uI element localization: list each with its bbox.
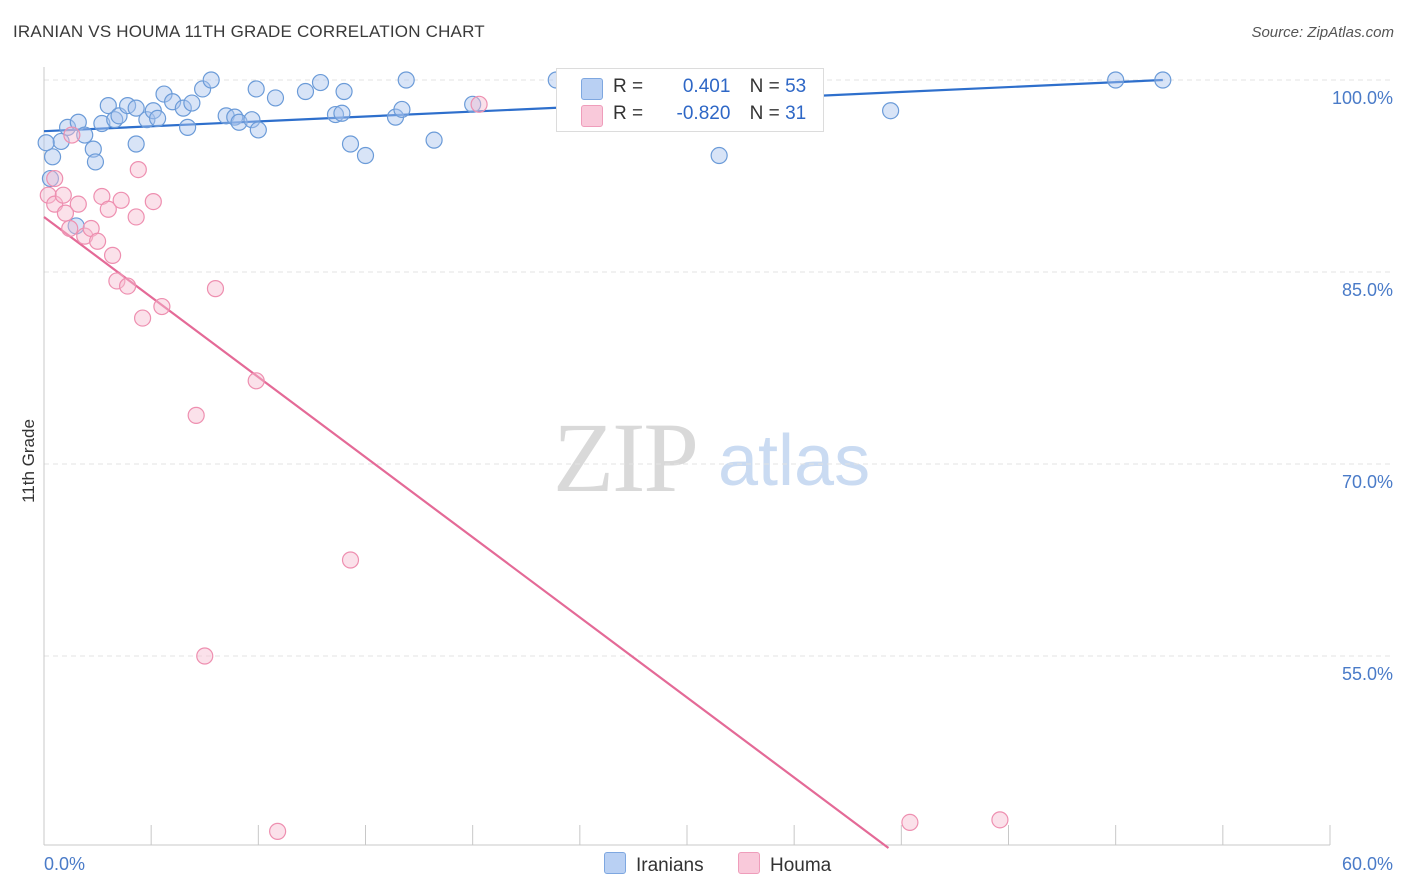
data-point-houma: [118, 277, 137, 295]
y-tick-label: 55.0%: [1342, 664, 1393, 684]
legend-n-label: N =: [749, 103, 780, 124]
data-point-houma: [206, 280, 225, 298]
data-point-houma: [269, 822, 287, 840]
data-point-iranians: [249, 121, 267, 139]
axis-labels: 100.0% 85.0% 70.0% 55.0% 0.0% 60.0% 11th Grade: [19, 88, 1393, 874]
watermark-atlas: atlas: [718, 421, 871, 501]
data-point-iranians: [86, 153, 105, 171]
data-point-iranians: [127, 99, 145, 117]
data-point-houma: [196, 647, 214, 665]
data-point-iranians: [243, 111, 261, 129]
data-point-houma: [991, 811, 1009, 829]
data-point-iranians: [174, 99, 192, 117]
data-point-iranians: [356, 146, 375, 165]
data-point-iranians: [710, 146, 728, 165]
x-tick-label-max: 60.0%: [1342, 854, 1393, 874]
data-point-houma: [103, 246, 122, 264]
series-label-iranians: Iranians: [636, 855, 704, 876]
data-point-iranians: [84, 140, 102, 158]
data-point-iranians: [37, 134, 55, 152]
data-point-houma: [144, 193, 162, 211]
data-point-houma: [341, 551, 360, 569]
data-point-iranians: [76, 126, 94, 144]
data-point-iranians: [333, 104, 351, 122]
series-legend-iranians: Iranians: [604, 852, 704, 877]
data-point-iranians: [397, 71, 415, 89]
y-tick-label: 100.0%: [1332, 88, 1393, 108]
series-legend-houma: Houma: [738, 852, 831, 877]
data-point-houma: [153, 297, 171, 316]
data-point-iranians: [1107, 71, 1125, 89]
correlation-legend: R = 0.401 N = 53 R = -0.820 N = 31: [556, 68, 824, 132]
data-point-iranians: [266, 89, 285, 107]
data-point-houma: [247, 372, 265, 390]
data-point-iranians: [127, 135, 145, 153]
data-point-iranians: [425, 131, 443, 149]
data-point-houma: [187, 406, 205, 424]
data-point-iranians: [341, 135, 360, 153]
chart-title: IRANIAN VS HOUMA 11TH GRADE CORRELATION …: [13, 22, 485, 41]
data-points: [37, 71, 1172, 840]
data-point-houma: [61, 219, 79, 238]
data-point-iranians: [148, 109, 167, 128]
data-point-iranians: [326, 105, 345, 124]
data-point-houma: [99, 200, 117, 218]
legend-n-value-iranians: 53: [785, 76, 807, 97]
data-point-houma: [901, 813, 919, 832]
data-point-iranians: [296, 82, 315, 101]
data-point-iranians: [179, 118, 197, 136]
data-point-iranians: [43, 148, 62, 166]
axes: [43, 67, 1331, 846]
y-tick-label: 85.0%: [1342, 280, 1393, 300]
data-point-houma: [133, 309, 152, 327]
data-point-houma: [127, 208, 145, 226]
series-swatch-houma: [738, 852, 760, 874]
data-point-houma: [69, 195, 87, 213]
y-tick-label: 70.0%: [1342, 472, 1393, 492]
data-point-iranians: [202, 71, 220, 89]
data-point-iranians: [247, 80, 265, 98]
x-tick-label-min: 0.0%: [44, 854, 85, 874]
series-swatch-iranians: [604, 852, 626, 874]
legend-swatch-houma: [581, 105, 603, 127]
data-point-houma: [88, 232, 107, 250]
legend-r-label: R =: [613, 103, 644, 124]
trend-line-houma: [43, 216, 890, 849]
data-point-houma: [54, 186, 72, 204]
data-point-iranians: [393, 100, 411, 119]
legend-r-value-houma: -0.820: [676, 103, 731, 124]
data-point-iranians: [194, 80, 212, 98]
data-point-iranians: [52, 132, 70, 151]
watermark-zip: ZIP: [553, 402, 699, 513]
data-point-iranians: [464, 95, 482, 113]
data-point-houma: [470, 95, 488, 113]
legend-r-label: R =: [613, 76, 644, 97]
series-legend: Iranians Houma: [0, 852, 1406, 878]
data-point-iranians: [311, 73, 330, 92]
data-point-iranians: [335, 82, 353, 101]
series-label-houma: Houma: [770, 855, 832, 876]
legend-n-label: N =: [749, 76, 780, 97]
data-point-iranians: [882, 102, 900, 120]
data-point-iranians: [183, 94, 201, 112]
legend-n-value-houma: 31: [785, 103, 807, 124]
legend-swatch-iranians: [581, 78, 603, 100]
data-point-houma: [63, 126, 81, 144]
data-point-iranians: [230, 113, 248, 131]
data-point-iranians: [99, 96, 117, 115]
data-point-houma: [112, 191, 130, 209]
y-axis-title: 11th Grade: [19, 419, 38, 503]
data-point-houma: [46, 169, 64, 188]
data-point-iranians: [93, 114, 111, 133]
data-point-iranians: [41, 169, 60, 188]
legend-r-value-iranians: 0.401: [682, 76, 731, 97]
data-point-houma: [39, 186, 57, 204]
data-point-iranians: [164, 93, 182, 111]
chart-source: Source: ZipAtlas.com: [1251, 24, 1394, 41]
data-point-houma: [108, 272, 126, 290]
data-point-iranians: [1154, 71, 1172, 89]
data-point-houma: [129, 161, 147, 179]
